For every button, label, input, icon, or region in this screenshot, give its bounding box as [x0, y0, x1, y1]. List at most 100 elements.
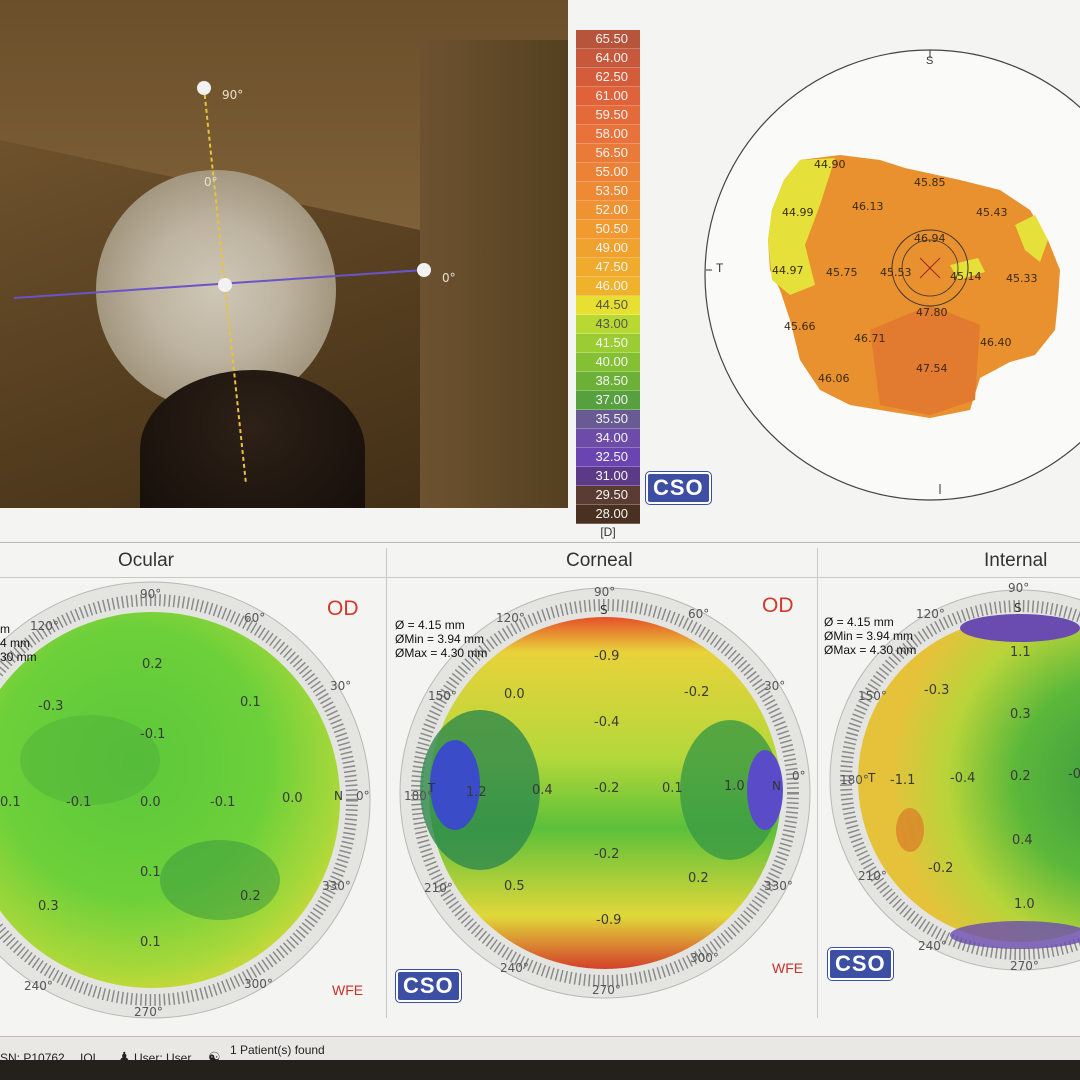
scale-step: 55.00 [576, 163, 640, 182]
internal-degree-label: 180° [840, 773, 869, 787]
internal-value: -0.2 [928, 861, 953, 876]
internal-value: -1.1 [890, 773, 915, 788]
scale-step: 32.50 [576, 448, 640, 467]
cso-logo-corneal: CSO [396, 970, 461, 1002]
ocular-value: 0.1 [140, 935, 161, 950]
ocular-degree-label: 30° [330, 679, 351, 693]
patient-silhouette [140, 370, 365, 508]
ocular-value: 0.2 [240, 889, 261, 904]
corneal-degree-label: 150° [428, 689, 457, 703]
corneal-meta-diameter: Ø = 4.15 mm [395, 618, 465, 632]
scale-step: 37.00 [576, 391, 640, 410]
corneal-meta: Ø = 4.15 mm ØMin = 3.94 mm ØMax = 4.30 m… [395, 618, 487, 660]
map-reading: 45.75 [826, 266, 858, 279]
map-reading: 45.14 [950, 270, 982, 283]
eye-label-corneal: OD [762, 594, 794, 617]
ocular-value: -0.1 [140, 727, 165, 742]
scale-step: 35.50 [576, 410, 640, 429]
ocular-degree-label: 60° [244, 611, 265, 625]
internal-value: 0.4 [1012, 833, 1033, 848]
internal-degree-label: 270° [1010, 959, 1039, 973]
internal-value: -0 [1068, 767, 1080, 782]
ocular-meta-1: m [0, 622, 10, 636]
ocular-meta-3: 30 mm [0, 650, 37, 664]
scale-step: 28.00 [576, 505, 640, 524]
internal-meta-diameter: Ø = 4.15 mm [824, 615, 894, 629]
map-axis-t: T [716, 261, 724, 275]
patients-found: 1 Patient(s) found [230, 1043, 325, 1057]
map-reading: 45.85 [914, 176, 946, 189]
corneal-value: 0.5 [504, 879, 525, 894]
corneal-value: -0.2 [684, 685, 709, 700]
corneal-map [399, 587, 811, 999]
scale-step: 49.00 [576, 239, 640, 258]
internal-axis-s: S [1014, 601, 1022, 615]
map-reading: 46.13 [852, 200, 884, 213]
map-reading: 46.71 [854, 332, 886, 345]
horizontal-handle[interactable] [417, 263, 431, 277]
corneal-value: 1.0 [724, 779, 745, 794]
ocular-value: -0.3 [38, 699, 63, 714]
scale-step: 62.50 [576, 68, 640, 87]
internal-value: 1.0 [1014, 897, 1035, 912]
scale-step: 41.50 [576, 334, 640, 353]
corneal-value: 0.2 [688, 871, 709, 886]
map-readings: 44.90 45.85 44.99 46.13 45.43 46.94 44.97 45.75… [772, 158, 1038, 385]
scale-step: 44.50 [576, 296, 640, 315]
internal-value: -0.3 [924, 683, 949, 698]
center-handle[interactable] [218, 278, 232, 292]
panel-title-internal: Internal [984, 550, 1048, 571]
internal-degree-label: 150° [858, 689, 887, 703]
panel-title-corneal: Corneal [566, 550, 633, 571]
map-reading: 45.53 [880, 266, 912, 279]
vertical-handle[interactable] [197, 81, 211, 95]
camera-view: 90° 0° 0° [0, 0, 568, 508]
panel-divider-2 [817, 548, 818, 1018]
wfe-label-corneal: WFE [772, 960, 804, 976]
map-reading: 44.99 [782, 206, 814, 219]
map-region-yellow-left [768, 158, 835, 295]
monitor-bezel [0, 1060, 1080, 1080]
scale-step: 43.00 [576, 315, 640, 334]
corneal-meta-min: ØMin = 3.94 mm [395, 632, 485, 646]
corneal-value: -0.4 [594, 715, 619, 730]
corneal-nasal-label: N [772, 779, 781, 793]
internal-meta-max: ØMax = 4.30 mm [824, 643, 917, 657]
internal-degree-label: 210° [858, 869, 887, 883]
scale-step: 50.50 [576, 220, 640, 239]
ocular-value: 0.1 [240, 695, 261, 710]
corneal-degree-label: 30° [764, 679, 785, 693]
map-region-orange [768, 155, 1060, 418]
corneal-temporal-label: T [427, 781, 436, 795]
panel-title-ocular: Ocular [118, 550, 174, 571]
camera-wall [420, 40, 568, 508]
map-reading: 47.54 [916, 362, 948, 375]
map-reading: 46.40 [980, 336, 1012, 349]
eye-label-ocular: OD [327, 597, 359, 620]
map-reading: 46.94 [914, 232, 946, 245]
map-axis-s: S [926, 55, 933, 67]
internal-value: -0.4 [950, 771, 975, 786]
scale-step: 61.00 [576, 87, 640, 106]
corneal-degree-label: 330° [764, 879, 793, 893]
ocular-value: 0.2 [142, 657, 163, 672]
scale-step: 53.50 [576, 182, 640, 201]
ocular-degree-label: 0° [356, 789, 370, 803]
ocular-degree-label: 300° [244, 977, 273, 991]
map-reading: 44.97 [772, 264, 804, 277]
corneal-degree-label: 60° [688, 607, 709, 621]
cso-logo: CSO [646, 472, 711, 504]
angle-label-center: 0° [204, 175, 218, 189]
internal-meta: Ø = 4.15 mm ØMin = 3.94 mm ØMax = 4.30 m… [824, 615, 916, 657]
corneal-value: 0.0 [504, 687, 525, 702]
map-region-yellow-right [1015, 215, 1048, 262]
ocular-value: 0.1 [140, 865, 161, 880]
corneal-meta-max: ØMax = 4.30 mm [395, 646, 488, 660]
scale-step: 46.00 [576, 277, 640, 296]
ocular-value: 0.0 [282, 791, 303, 806]
ocular-meta-2: 4 mm [0, 636, 30, 650]
map-region-steep [870, 305, 980, 415]
ocular-degree-label: 90° [140, 587, 161, 601]
